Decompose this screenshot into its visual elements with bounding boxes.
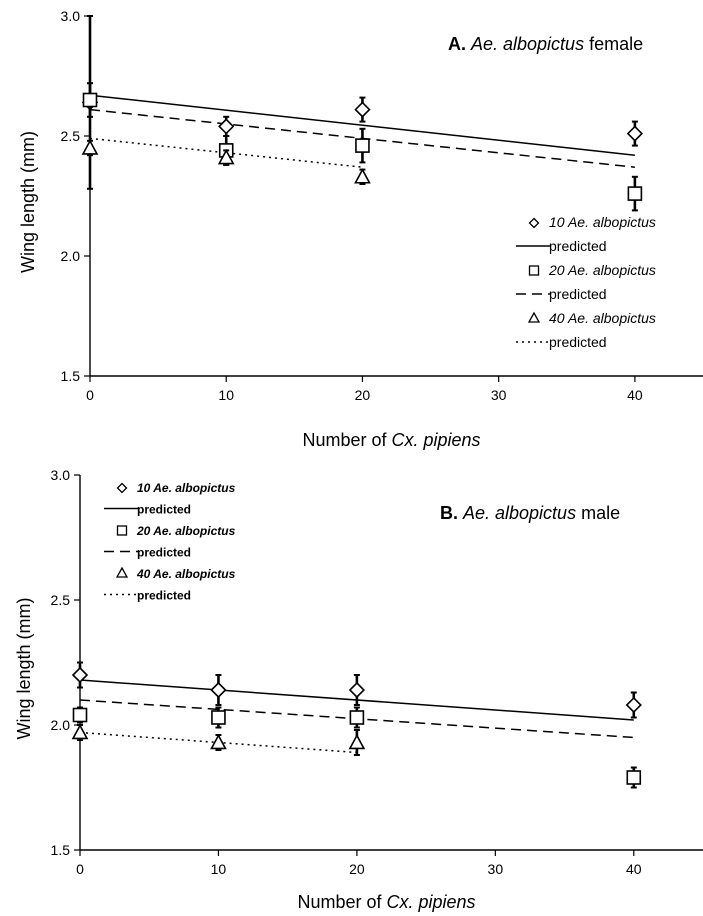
x-axis-title-italic: Cx. pipiens [392,430,481,450]
data-point-square [72,707,88,723]
x-tick-label: 20 [355,387,371,403]
fit-line-dotted [89,137,363,168]
legend-series-label: 20 Ae. albopictus [548,262,656,278]
data-point-diamond [625,696,642,714]
panel-label: A. [448,34,466,54]
x-tick-label: 10 [218,387,234,403]
data-point-square [355,138,370,153]
legend-series-label: 20 Ae. albopictus [136,524,236,538]
y-tick-label: 1.5 [61,368,81,384]
data-point-diamond [218,118,235,135]
data-point-square [349,710,365,725]
data-point-diamond [626,125,644,142]
panel-title: A. Ae. albopictus female [448,34,643,54]
panel-title: B. Ae. albopictus male [440,503,620,523]
data-point-square [82,92,98,108]
legend-fit-label: predicted [137,589,191,603]
legend-marker-triangle [527,311,541,323]
legend-fit-label: predicted [549,334,607,350]
panel-b-male: 1.5 2.0 2.5 3.0 0 10 20 30 40 Wing length (mm) Num… [14,467,703,912]
panel-a-female: 1.5 2.0 2.5 3.0 0 10 20 30 40 Wing length (mm) Num… [18,8,703,450]
data-point-square [627,186,643,201]
legend-marker-square [528,265,540,276]
y-tick-label: 1.5 [51,842,71,858]
legend-fit-label: predicted [549,238,607,254]
x-tick-label: 40 [627,387,643,403]
x-axis-title-italic: Cx. pipiens [387,892,476,912]
panel-label: B. [440,503,458,523]
x-tick-label: 40 [626,861,642,877]
panel-title-sex: male [576,503,620,523]
x-tick-label: 0 [76,861,84,877]
y-tick-label: 3.0 [51,467,71,483]
legend-fit-label: predicted [137,546,191,560]
legend-marker-square [116,525,128,536]
x-tick-label: 20 [349,861,365,877]
x-axis-title: Number of Cx. pipiens [297,892,475,912]
data-point-triangle [217,148,235,165]
data-point-triangle [348,733,366,750]
legend-marker-triangle [115,566,129,578]
data-point-diamond [210,681,227,699]
y-tick-label: 2.5 [61,128,81,144]
legend-marker-diamond [528,217,540,229]
data-point-square [211,710,226,725]
data-point-triangle [210,733,227,750]
panel-title-sex: female [584,34,643,54]
legend: 10 Ae. albopictus predicted 20 Ae. albopic… [516,214,656,350]
x-tick-label: 30 [488,861,504,877]
panel-title-species: Ae. albopictus [462,503,576,523]
legend-marker-diamond [116,482,128,494]
x-tick-label: 30 [491,387,507,403]
x-axis-title-prefix: Number of [297,892,386,912]
data-point-triangle [71,723,89,740]
panel-title-species: Ae. albopictus [470,34,584,54]
fit-line-solid [89,94,635,156]
legend-fit-label: predicted [137,503,191,517]
y-axis-title: Wing length (mm) [14,597,34,739]
legend-series-label: 40 Ae. albopictus [136,567,236,581]
x-axis-title-prefix: Number of [302,430,391,450]
x-tick-label: 10 [211,861,227,877]
legend-series-label: 10 Ae. albopictus [549,214,656,230]
y-tick-label: 3.0 [61,8,81,24]
data-point-diamond [71,666,89,684]
x-axis-title: Number of Cx. pipiens [302,430,480,450]
data-point-diamond [354,101,371,118]
data-point-square [626,770,642,785]
y-axis-title: Wing length (mm) [18,131,38,273]
y-tick-label: 2.0 [61,248,81,264]
data-point-triangle [354,168,371,184]
data-point-diamond [348,681,366,699]
data-point-triangle [81,139,99,155]
legend: 10 Ae. albopictus predicted 20 Ae. albopic… [104,481,236,603]
legend-series-label: 10 Ae. albopictus [137,481,236,495]
legend-fit-label: predicted [549,286,607,302]
x-tick-label: 0 [86,387,94,403]
y-tick-label: 2.5 [51,592,71,608]
y-tick-label: 2.0 [51,717,71,733]
legend-series-label: 40 Ae. albopictus [549,310,656,326]
